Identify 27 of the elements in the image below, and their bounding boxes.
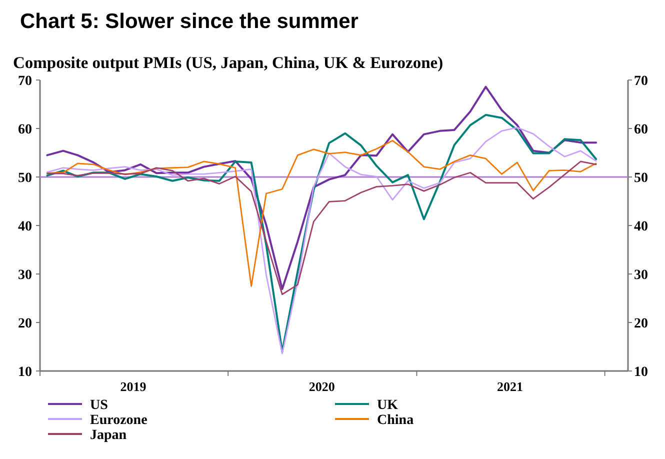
y2-tick-label: 60 bbox=[634, 122, 648, 138]
y2-tick-label: 70 bbox=[634, 74, 648, 89]
y2-tick-label: 50 bbox=[634, 171, 648, 186]
y-tick-label: 30 bbox=[18, 268, 32, 283]
x-tick-label: 2020 bbox=[308, 379, 335, 394]
line-series bbox=[46, 86, 598, 290]
y-tick-label: 40 bbox=[18, 220, 32, 234]
legend-label: Eurozone bbox=[90, 413, 148, 428]
line-series bbox=[46, 140, 597, 287]
x-tick-label: 2021 bbox=[496, 379, 523, 394]
y2-tick-label: 20 bbox=[634, 316, 648, 332]
legend-label: Japan bbox=[90, 428, 127, 443]
chart-title: Chart 5: Slower since the summer bbox=[20, 10, 358, 33]
y2-tick-label: 10 bbox=[634, 365, 648, 380]
x-tick-label: 2019 bbox=[120, 379, 147, 394]
y-tick-label: 60 bbox=[18, 122, 32, 138]
y-tick-label: 10 bbox=[18, 365, 32, 380]
legend-label: China bbox=[377, 413, 414, 428]
legend-label: US bbox=[90, 398, 108, 413]
line-series bbox=[46, 160, 597, 296]
y-tick-label: 20 bbox=[18, 316, 32, 332]
y2-tick-label: 40 bbox=[634, 220, 648, 234]
chart-subtitle: Composite output PMIs (US, Japan, China, UK & Eurozone) bbox=[13, 53, 444, 72]
y-tick-label: 70 bbox=[18, 74, 32, 89]
y2-tick-label: 30 bbox=[634, 268, 648, 283]
y-tick-label: 50 bbox=[18, 171, 32, 186]
legend-label: UK bbox=[377, 398, 398, 413]
